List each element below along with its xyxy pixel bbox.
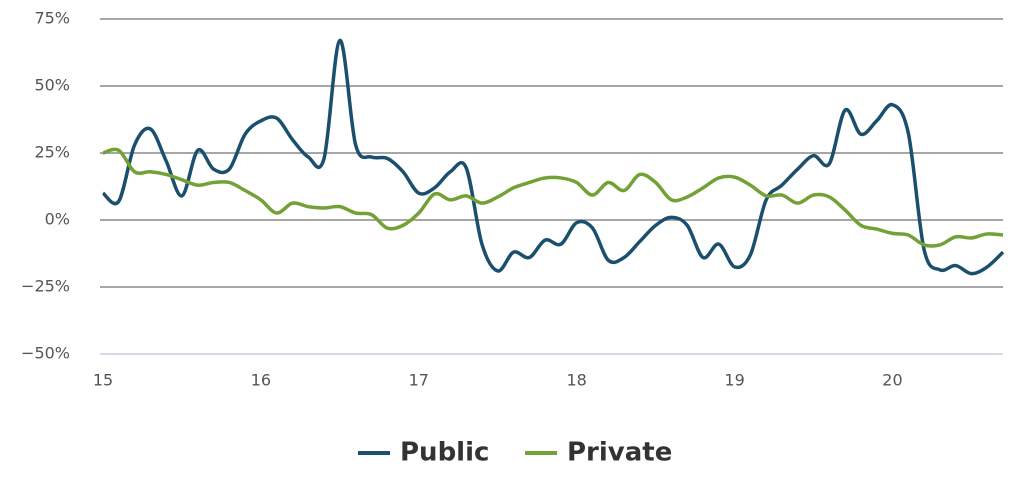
y-tick-label: 50% bbox=[34, 76, 70, 95]
legend-label: Private bbox=[567, 438, 672, 468]
x-tick-label: 17 bbox=[409, 371, 429, 390]
y-tick-label: 75% bbox=[34, 9, 70, 28]
series-line bbox=[102, 147, 1004, 248]
x-tick-label: 16 bbox=[251, 371, 271, 390]
x-tick-label: 20 bbox=[882, 371, 902, 390]
x-tick-label: 15 bbox=[93, 371, 113, 390]
series-line bbox=[101, 38, 1005, 276]
y-tick-label: 0% bbox=[45, 210, 70, 229]
y-tick-label: −50% bbox=[21, 344, 70, 363]
x-tick-label: 19 bbox=[724, 371, 744, 390]
legend-label: Public bbox=[400, 438, 489, 468]
y-tick-label: −25% bbox=[21, 277, 70, 296]
y-tick-label: 25% bbox=[34, 143, 70, 162]
x-tick-label: 18 bbox=[567, 371, 587, 390]
